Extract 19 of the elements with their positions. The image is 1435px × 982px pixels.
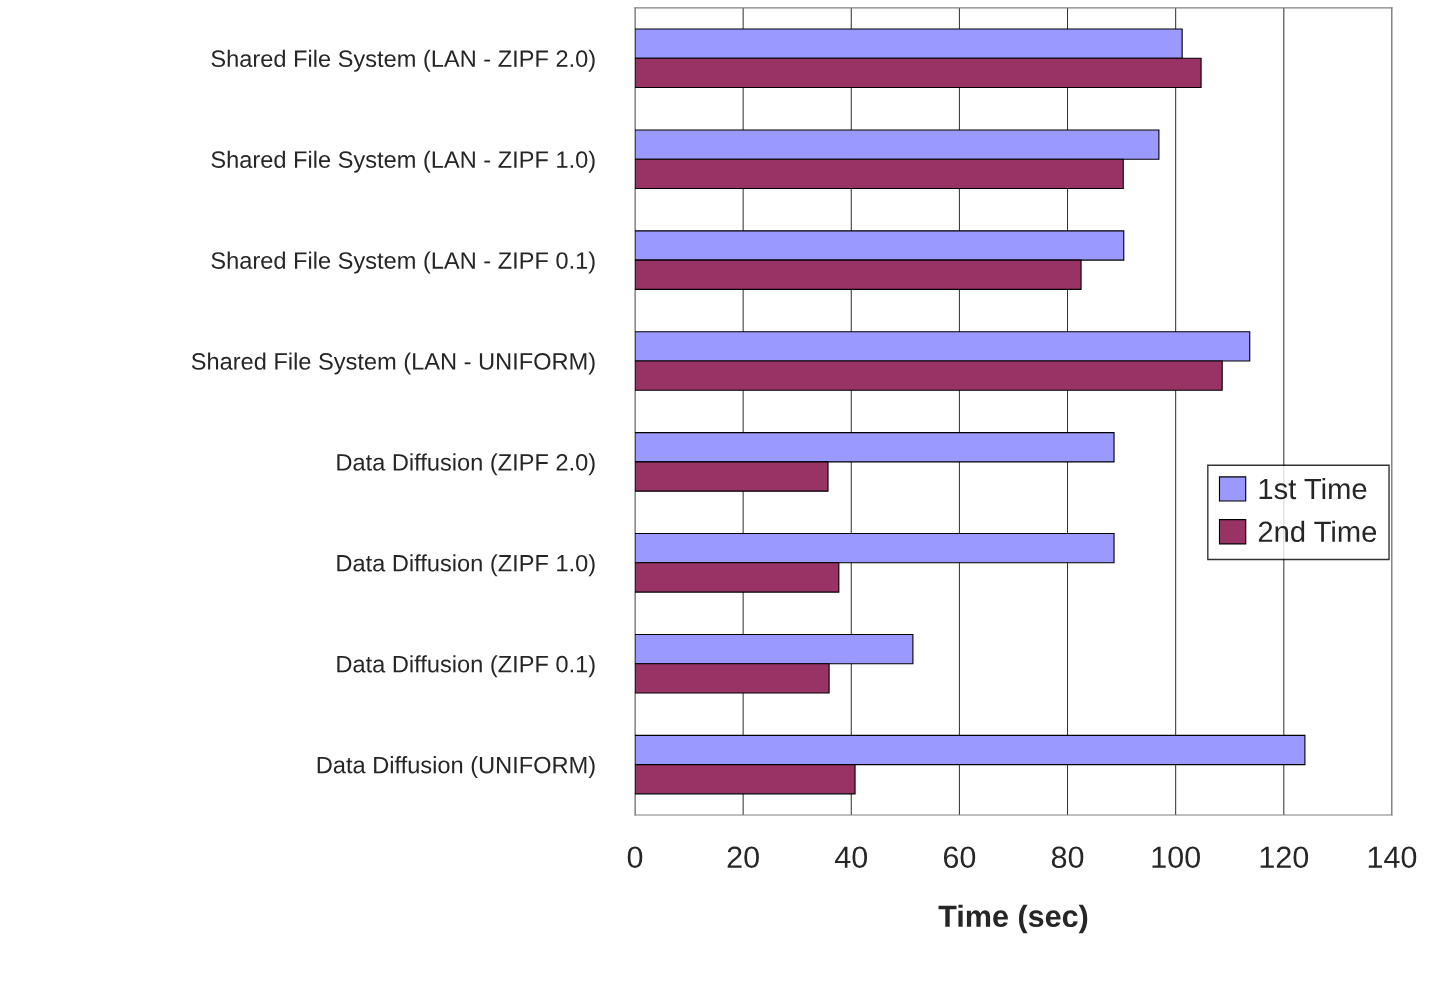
y-tick-label: Data Diffusion (ZIPF 0.1) [337, 655, 595, 678]
y-tick-label: Data Diffusion (ZIPF 2.0) [337, 453, 595, 476]
y-tick-label: Data Diffusion (UNIFORM) [317, 756, 595, 779]
legend-label: 2nd Time [1258, 520, 1377, 543]
x-tick-label: 100 [1152, 846, 1200, 869]
y-tick-label: Shared File System (LAN - ZIPF 2.0) [211, 49, 595, 72]
y-tick-label: Data Diffusion (ZIPF 1.0) [337, 554, 595, 577]
x-tick-label: 140 [1368, 846, 1417, 869]
legend-label: 1st Time [1259, 477, 1367, 500]
x-tick-label: 0 [627, 846, 643, 869]
x-tick-label: 120 [1260, 846, 1309, 869]
x-tick-label: 20 [727, 846, 759, 869]
y-tick-label: Shared File System (LAN - UNIFORM) [191, 352, 595, 375]
x-tick-label: 60 [943, 846, 976, 869]
y-tick-label: Shared File System (LAN - ZIPF 1.0) [211, 150, 595, 173]
x-axis-title: Time (sec) [938, 904, 1088, 934]
y-tick-label: Shared File System (LAN - ZIPF 0.1) [211, 251, 595, 274]
x-tick-label: 40 [834, 846, 868, 869]
x-tick-label: 80 [1051, 846, 1084, 869]
